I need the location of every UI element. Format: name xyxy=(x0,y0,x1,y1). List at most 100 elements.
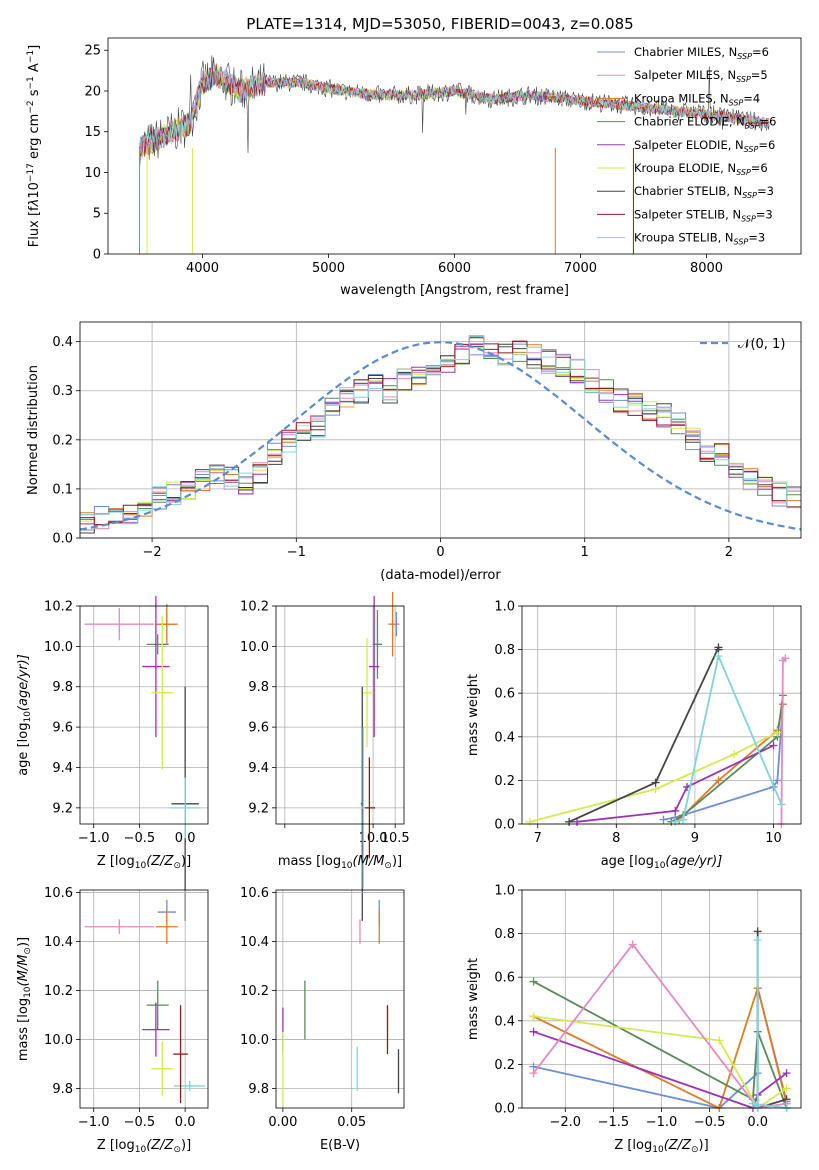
weight-series xyxy=(750,940,787,1111)
y-tick-label: 0.6 xyxy=(494,687,515,702)
x-tick-label: 10.5 xyxy=(381,831,410,846)
y-tick-label: 10.2 xyxy=(44,984,73,999)
y-tick-label: 10.0 xyxy=(240,1033,269,1048)
weight-series xyxy=(533,980,788,1109)
legend-label: Salpeter MILES, NSSP=5 xyxy=(634,68,768,84)
y-tick-label: 0.2 xyxy=(494,1058,515,1073)
mass_vs_EBV-axes: 0.00 0.05 9.8 10.0 10.2 10.4 10.6 E(B-V) xyxy=(240,886,405,1153)
spectrum-legend: Chabrier MILES, NSSP=6 Salpeter MILES, NS… xyxy=(597,45,776,247)
age-z-ylabel: age [log10(age/yr)] xyxy=(16,654,33,776)
axes-frame xyxy=(79,889,209,1109)
weight-marker xyxy=(529,977,538,986)
axes-frame xyxy=(79,321,802,539)
axes-frame xyxy=(521,889,802,1109)
y-tick-label: 9.6 xyxy=(52,721,73,736)
y-tick-label: 0.4 xyxy=(52,335,73,350)
y-tick-label: 0.6 xyxy=(494,971,515,986)
weight-marker xyxy=(529,1027,538,1036)
weight-marker xyxy=(659,815,668,824)
weight_vs_Z-axes: −2.0 −1.5 −1.0 −0.5 0.0 0.0 0.2 0.4 0.6 0.8 1.0 mas… xyxy=(466,884,802,1155)
weight-marker xyxy=(671,806,680,815)
y-tick-label: 10.2 xyxy=(240,984,269,999)
y-tick-label: 10 xyxy=(84,166,101,181)
x-tick-label: 0 xyxy=(436,545,444,560)
x-tick-label: 0.0 xyxy=(175,1115,196,1130)
weight-series xyxy=(670,695,784,823)
weight-ylabel: mass weight xyxy=(466,958,481,1040)
weight-marker xyxy=(773,728,782,737)
weight-marker xyxy=(777,800,786,809)
weight-series xyxy=(533,1015,788,1110)
y-tick-label: 9.8 xyxy=(52,1082,73,1097)
x-tick-label: −1.0 xyxy=(78,831,110,846)
x-tick-label: −1.5 xyxy=(598,1115,630,1130)
y-tick-label: 0 xyxy=(93,248,101,263)
legend-label: Chabrier MILES, NSSP=6 xyxy=(634,45,769,61)
x-tick-label: −0.5 xyxy=(694,1115,726,1130)
x-tick-label: −0.5 xyxy=(124,831,156,846)
residuals-ylabel: Normed distribution xyxy=(26,365,41,495)
weight-marker xyxy=(679,815,688,824)
x-tick-label: 2 xyxy=(725,545,733,560)
mass-ebv-xlabel: E(B-V) xyxy=(320,1138,360,1153)
y-tick-label: 0.4 xyxy=(494,1014,515,1029)
y-tick-label: 0.0 xyxy=(494,818,515,833)
weight-marker xyxy=(730,750,739,759)
x-tick-label: 7 xyxy=(534,831,542,846)
x-tick-label: 6000 xyxy=(438,261,471,276)
weight-marker xyxy=(781,654,790,663)
y-tick-label: 10.4 xyxy=(44,935,73,950)
y-tick-label: 10.0 xyxy=(44,1033,73,1048)
x-tick-label: 7000 xyxy=(564,261,597,276)
y-tick-label: 9.2 xyxy=(52,801,73,816)
spectrum-line xyxy=(139,65,770,154)
y-tick-label: 10.6 xyxy=(240,886,269,901)
spectrum-line xyxy=(139,68,770,158)
weight-series xyxy=(576,744,774,823)
legend-label: Salpeter STELIB, NSSP=3 xyxy=(634,207,773,223)
weight-marker xyxy=(565,817,574,826)
mass-z-xlabel: Z [log10(Z/Z⊙)] xyxy=(97,1138,191,1155)
legend-label: Kroupa ELODIE, NSSP=6 xyxy=(634,161,768,177)
weight-marker xyxy=(715,1036,724,1045)
weight-marker xyxy=(748,1099,757,1108)
y-tick-label: 0.8 xyxy=(494,927,515,942)
weight-marker xyxy=(753,936,762,945)
x-tick-label: 0.05 xyxy=(337,1115,366,1130)
axes-frame xyxy=(107,37,802,255)
y-tick-label: 9.8 xyxy=(248,680,269,695)
residuals-xlabel: (data-model)/error xyxy=(380,568,501,583)
x-tick-label: −2.0 xyxy=(550,1115,582,1130)
x-tick-label: 9 xyxy=(691,831,699,846)
y-tick-label: 9.2 xyxy=(248,801,269,816)
x-tick-label: −2 xyxy=(143,545,162,560)
weight-marker xyxy=(773,776,782,785)
weight-marker xyxy=(769,741,778,750)
y-tick-label: 1.0 xyxy=(494,600,515,615)
x-tick-label: −1.0 xyxy=(78,1115,110,1130)
legend-label: Chabrier ELODIE, NSSP=6 xyxy=(634,115,776,131)
x-tick-label: 1 xyxy=(581,545,589,560)
histogram-series xyxy=(79,335,801,538)
weight-marker xyxy=(525,817,534,826)
weight-marker xyxy=(714,776,723,785)
y-tick-label: 10.2 xyxy=(44,600,73,615)
residuals-axes: −2 −1 0 1 2 0.0 0.1 0.2 0.3 0.4 (data-model)/error… xyxy=(26,321,802,583)
mass_vs_Z-axes: −1.0 −0.5 0.0 9.8 10.0 10.2 10.4 10.6 Z [log10(Z… xyxy=(16,886,209,1155)
y-tick-label: 0.4 xyxy=(494,730,515,745)
legend-label: 𝒩(0, 1) xyxy=(738,337,785,352)
y-tick-label: 0.3 xyxy=(52,384,73,399)
weight-age-xlabel: age [log10(age/yr)] xyxy=(601,854,723,871)
x-tick-label: 5000 xyxy=(312,261,345,276)
x-tick-label: 0.00 xyxy=(268,1115,297,1130)
x-tick-label: 8000 xyxy=(690,261,723,276)
weight-ylabel: mass weight xyxy=(466,674,481,756)
y-tick-label: 10.6 xyxy=(44,886,73,901)
histogram-series xyxy=(79,335,801,538)
weight-z-xlabel: Z [log10(Z/Z⊙)] xyxy=(614,1138,708,1155)
axes-frame xyxy=(79,605,209,825)
y-tick-label: 9.8 xyxy=(248,1082,269,1097)
legend-label: Kroupa STELIB, NSSP=3 xyxy=(634,231,765,247)
legend-label: Salpeter ELODIE, NSSP=6 xyxy=(634,138,775,154)
